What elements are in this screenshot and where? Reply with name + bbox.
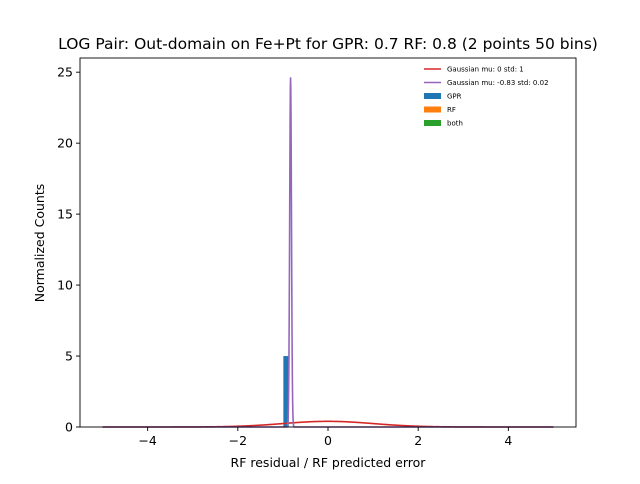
- legend: Gaussian mu: 0 std: 1 Gaussian mu: -0.83 …: [424, 66, 549, 128]
- y-tick-label: 25: [57, 65, 73, 80]
- x-axis-ticks: −4 −2 0 2 4: [138, 427, 512, 448]
- legend-label: RF: [447, 106, 456, 114]
- x-tick-label: 0: [324, 433, 332, 448]
- legend-bar-swatch: [424, 120, 441, 126]
- y-tick-label: 10: [57, 278, 73, 293]
- legend-bar-swatch: [424, 106, 441, 113]
- y-tick-label: 15: [57, 207, 73, 222]
- x-tick-label: −4: [138, 433, 156, 448]
- y-axis-label: Normalized Counts: [32, 184, 47, 303]
- x-axis-label: RF residual / RF predicted error: [231, 455, 427, 470]
- x-tick-label: 2: [414, 433, 422, 448]
- chart-title: LOG Pair: Out-domain on Fe+Pt for GPR: 0…: [58, 35, 598, 53]
- y-tick-label: 0: [65, 420, 73, 435]
- y-tick-label: 20: [57, 136, 73, 151]
- legend-bar-swatch: [424, 93, 441, 99]
- x-tick-label: −2: [229, 433, 247, 448]
- x-tick-label: 4: [504, 433, 512, 448]
- y-axis-ticks: 0 5 10 15 20 25: [57, 65, 80, 435]
- y-tick-label: 5: [65, 349, 73, 364]
- legend-label: Gaussian mu: 0 std: 1: [447, 66, 524, 74]
- legend-label: both: [447, 120, 463, 128]
- histogram-bar-gpr: [283, 356, 289, 427]
- legend-label: GPR: [447, 93, 462, 101]
- legend-label: Gaussian mu: -0.83 std: 0.02: [447, 79, 549, 87]
